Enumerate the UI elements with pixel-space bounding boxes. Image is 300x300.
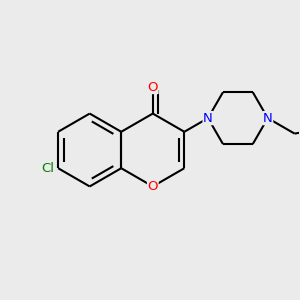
Text: O: O [148, 180, 158, 193]
Text: O: O [148, 80, 158, 94]
Text: N: N [203, 112, 213, 124]
Text: Cl: Cl [41, 162, 54, 175]
Text: N: N [263, 112, 273, 124]
